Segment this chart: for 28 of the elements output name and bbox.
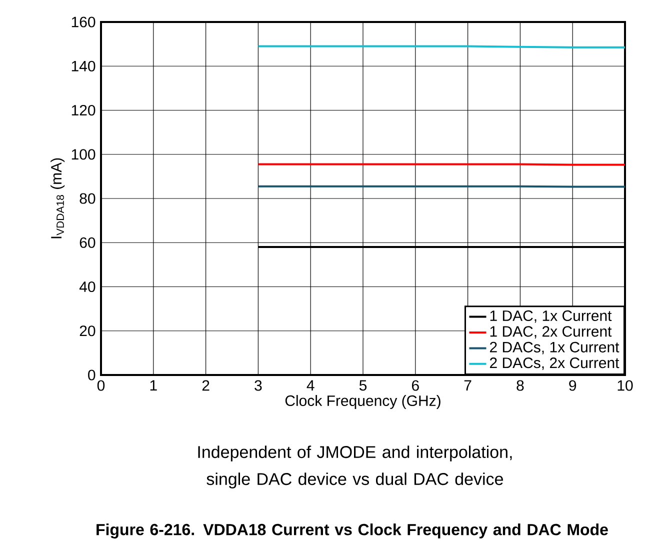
legend-label: 1 DAC, 2x Current	[490, 326, 612, 339]
text: Figure 6-216. VDDA18 Current vs Clock Frequency and DAC Mode	[96, 524, 608, 538]
x-axis-title: Clock Frequency (GHz)	[285, 395, 440, 409]
text: Independent of JMODE and interpolation, single DAC device vs dual DAC device	[198, 446, 512, 488]
x-tick-label: 2	[202, 380, 210, 391]
y-tick-label: 60	[80, 237, 96, 248]
legend-label: 1 DAC, 1x Current	[490, 310, 612, 323]
y-tick-label: 120	[72, 104, 96, 116]
y-tick-label: 80	[80, 193, 96, 204]
x-tick-label: 1	[150, 380, 157, 391]
y-axis-title: I$_{VDDA18}$ (mA)	[50, 158, 65, 238]
x-tick-label: 10	[618, 380, 633, 391]
legend-label: 2 DACs, 1x Current	[490, 342, 620, 354]
x-tick-label: 9	[569, 380, 576, 391]
x-tick-label: 4	[306, 380, 314, 391]
x-tick-label: 8	[516, 380, 524, 391]
y-tick-label: 160	[72, 16, 96, 28]
x-tick-label: 0	[97, 380, 105, 391]
y-tick-label: 140	[72, 60, 96, 72]
x-tick-label: 3	[254, 380, 262, 391]
y-tick-label: 20	[80, 326, 96, 336]
x-tick-label: 7	[464, 380, 472, 391]
y-tick-label: 100	[72, 149, 96, 160]
y-tick-label: 40	[79, 281, 96, 292]
y-tick-label: 0	[88, 370, 96, 380]
x-tick-label: 6	[412, 380, 419, 391]
x-tick-label: 5	[359, 380, 367, 391]
legend-label: 2 DACs, 2x Current	[490, 358, 620, 370]
